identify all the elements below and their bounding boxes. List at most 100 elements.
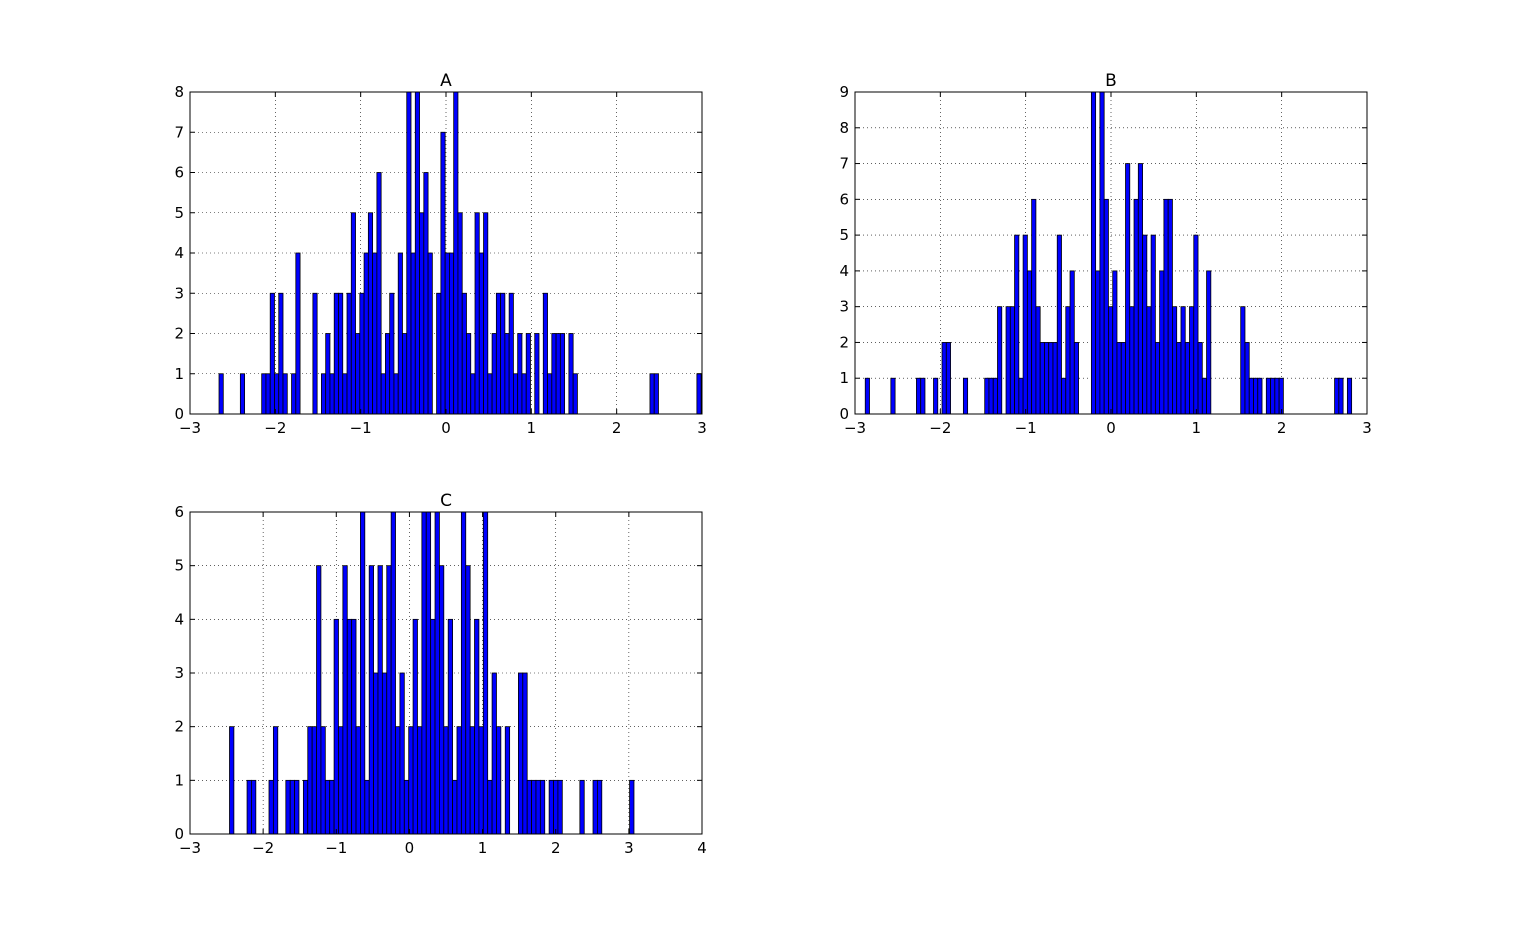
histogram-bar [1240,306,1246,415]
x-tick-label: 4 [697,839,707,857]
histogram-bar [460,511,467,835]
histogram-bar [320,726,326,835]
histogram-bar [239,373,246,415]
y-tick-label: 8 [174,83,184,101]
histogram-bar [1073,342,1079,415]
histogram-bar [410,252,416,415]
histogram-bar [920,377,926,415]
histogram-bar [1146,306,1152,415]
y-tick-label: 8 [839,119,849,137]
histogram-bar [1048,342,1054,415]
histogram-bar [329,779,335,835]
histogram-bar [1253,377,1259,415]
x-tick-label: 1 [527,419,537,437]
histogram-bar [342,373,348,415]
histogram-bar [526,779,532,835]
histogram-bar [385,333,391,415]
histogram-bar [397,252,403,415]
histogram-bar [1184,342,1190,415]
histogram-bar [559,333,566,415]
histogram-bar [329,373,335,415]
histogram-bar [568,333,574,415]
y-tick-label: 7 [174,123,184,141]
histogram-bar [359,292,365,415]
histogram-bar [1129,306,1135,415]
y-tick-label: 5 [174,557,184,575]
histogram-bar [282,373,288,415]
histogram-bar [289,779,295,835]
x-tick-label: −3 [844,419,866,437]
histogram-bar [1044,342,1050,415]
histogram-bar [307,726,313,835]
histogram-bar [466,333,472,415]
histogram-bar [456,726,462,835]
histogram-bar [434,511,440,835]
histogram-bar [423,172,429,415]
histogram-bar [406,91,412,415]
x-tick-label: 3 [1362,419,1372,437]
histogram-bar [1154,342,1161,415]
histogram-bar [1150,234,1156,415]
histogram-bar [312,292,318,415]
histogram-bar [522,672,528,835]
histogram-bar [390,511,396,835]
histogram-bar [1039,342,1045,415]
histogram-bar [1120,342,1126,415]
y-tick-label: 0 [174,825,184,843]
histogram-bar [1061,377,1067,415]
y-tick-label: 4 [174,244,184,262]
histogram-bar [1206,270,1212,415]
histogram-bar [338,726,344,835]
y-tick-label: 1 [174,771,184,789]
x-tick-label: −2 [252,839,274,857]
histogram-bar [399,672,405,835]
histogram-bar [916,377,922,415]
histogram-bar [440,131,446,415]
histogram-bar [469,726,475,835]
histogram-bar [513,373,519,415]
histogram-bar [864,377,870,415]
histogram-bar [1005,306,1011,415]
histogram-bar [521,373,527,415]
histogram-bar [302,779,309,835]
histogram-bar [1334,377,1340,415]
histogram-bar [984,377,990,415]
histogram-bar [945,342,951,415]
histogram-bar [1069,270,1075,415]
histogram-bar [551,333,557,415]
x-tick-label: 0 [441,419,451,437]
histogram-bar [518,672,524,835]
x-tick-label: −1 [350,419,372,437]
histogram-bar [491,672,497,835]
histogram-bar [491,333,497,415]
histogram-b: −3 −2 −1 0 1 2 3 0 1 2 3 4 5 6 7 8 9 B [839,71,1371,437]
histogram-bar [427,252,433,415]
histogram-bar [380,373,386,415]
y-tick-label: 5 [839,226,849,244]
y-tick-label: 6 [174,503,184,521]
histogram-bar [1108,306,1114,415]
y-tick-label: 3 [839,298,849,316]
histogram-bar [1142,234,1148,415]
y-tick-label: 1 [839,369,849,387]
histogram-bar [294,779,300,835]
histogram-bar [452,779,458,835]
histogram-bar [553,779,559,835]
histogram-bar [311,726,317,835]
histogram-bar [495,292,502,415]
histogram-bar [412,618,418,835]
x-tick-label: −2 [929,419,951,437]
histogram-c: −3 −2 −1 0 1 2 3 4 0 1 2 3 4 5 6 C [174,491,706,857]
histogram-bar [534,333,540,415]
histogram-bar [988,377,994,415]
y-tick-label: 2 [174,718,184,736]
histogram-bar [1189,306,1195,415]
histogram-bar [449,252,455,415]
histogram-bar [1026,270,1033,415]
histogram-bar [696,373,702,415]
x-tick-label: 3 [697,419,707,437]
y-tick-label: 3 [174,664,184,682]
y-tick-label: 0 [839,405,849,423]
histogram-bar [500,292,506,415]
